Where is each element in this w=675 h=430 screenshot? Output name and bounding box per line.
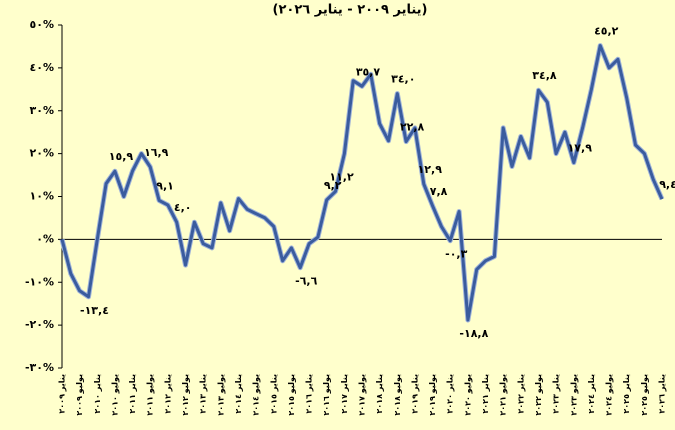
data-label: ٩,٤ [659,178,675,191]
y-tick-label: ٢٠% [30,147,54,160]
y-tick-label: -٣٠% [25,361,54,374]
data-label: ٣٤,٨ [532,69,557,82]
x-tick-label: يناير ٢٠٢٣ [552,374,561,414]
x-tick-label: يناير ٢٠١٤ [234,374,243,414]
x-tick-label: يوليو ٢٠٠٩ [75,374,84,416]
y-tick-label: -٢٠% [25,318,54,331]
y-tick-label: ١٠% [30,190,54,203]
data-label: -٠,٣ [445,248,467,261]
data-label: ٤,٠ [174,201,192,214]
y-tick-label: -١٠% [25,275,54,288]
x-tick-label: يناير ٢٠١١ [128,374,137,414]
x-tick-label: يوليو ٢٠١٣ [216,374,225,416]
x-tick-label: يوليو ٢٠٢٤ [605,374,614,416]
x-tick-label: يوليو ٢٠١٨ [393,374,402,416]
x-tick-label: يوليو ٢٠٢٠ [463,374,472,416]
x-tick-label: يوليو ٢٠٢٥ [640,374,649,416]
data-label: -١٨,٨ [459,327,488,340]
x-tick-label: يوليو ٢٠١٠ [110,374,119,416]
y-tick-label: ٠% [36,232,54,245]
x-tick-label: يناير ٢٠١٩ [410,374,419,414]
data-label: ٣٤,٠ [391,73,415,86]
data-label: ٩,٢ [324,179,342,192]
x-tick-label: يوليو ٢٠١٥ [287,374,296,416]
x-tick-label: يناير ٢٠٢٦ [658,374,667,414]
y-tick-label: ٤٠% [30,61,54,74]
x-tick-label: يناير ٢٠١٧ [340,374,349,414]
x-tick-label: يناير ٢٠١٥ [269,374,278,414]
x-tick-label: يوليو ٢٠١٢ [181,374,190,416]
x-tick-label: يناير ٢٠١٢ [163,374,172,414]
x-tick-label: يناير ٢٠٢١ [481,374,490,414]
data-label: ٢٢,٨ [400,121,425,134]
y-tick-label: ٣٠% [30,104,54,117]
x-tick-label: يناير ٢٠٢٥ [622,374,631,414]
data-label: ٩,١ [156,179,174,192]
x-tick-label: يناير ٢٠٠٩ [58,374,67,414]
data-label: ١١,٢ [329,170,354,183]
x-tick-label: يناير ٢٠١٦ [305,374,314,414]
data-label: ٤٥,٢ [594,25,619,38]
data-label: -١٣,٤ [80,304,109,317]
x-tick-label: يوليو ٢٠٢١ [499,374,508,416]
x-tick-label: يوليو ٢٠٢٢ [534,374,543,416]
line [60,44,664,322]
data-label: ٣٥,٧ [356,65,381,78]
y-tick-label: ٥٠% [30,18,54,31]
x-tick-label: يوليو ٢٠١٩ [428,374,437,416]
x-tick-label: يناير ٢٠٢٢ [516,374,525,414]
x-tick-label: يناير ٢٠٢٤ [587,374,596,414]
x-tick-label: يوليو ٢٠١٤ [252,374,261,416]
data-label: ١٢,٩ [418,163,443,176]
x-tick-label: يناير ٢٠١٠ [93,374,102,414]
data-label: ١٦,٩ [144,146,169,159]
x-tick-label: يوليو ٢٠١٦ [322,374,331,416]
data-label: -٦,٦ [295,275,317,288]
x-tick-label: يوليو ٢٠١١ [146,374,155,416]
x-tick-label: يناير ٢٠١٣ [199,374,208,414]
x-tick-label: يناير ٢٠١٨ [375,374,384,414]
x-tick-label: يناير ٢٠٢٠ [446,374,455,414]
data-label: ٧,٨ [430,185,448,198]
data-label: ١٧,٩ [568,142,593,155]
data-label: ١٥,٩ [109,150,134,163]
x-tick-label: يوليو ٢٠٢٣ [569,374,578,416]
x-tick-label: يوليو ٢٠١٧ [358,374,367,416]
chart-title: (يناير ٢٠٠٩ - يناير ٢٠٢٦) [273,3,428,18]
